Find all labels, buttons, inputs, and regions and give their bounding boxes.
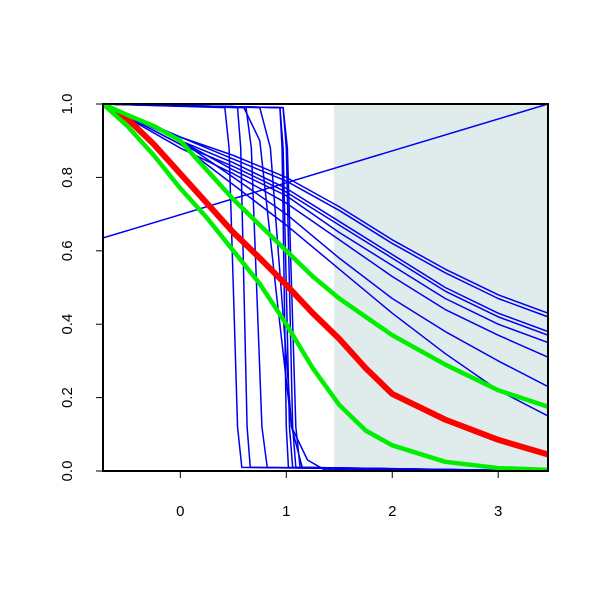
y-tick-label: 1.0 xyxy=(59,94,76,115)
line xyxy=(103,104,548,358)
line xyxy=(103,104,548,344)
line xyxy=(103,104,548,458)
line xyxy=(103,104,548,471)
line xyxy=(103,104,548,333)
y-tick-label: 0.8 xyxy=(59,167,76,188)
line xyxy=(103,104,548,388)
line xyxy=(103,104,548,239)
y-tick-label: 0.4 xyxy=(59,314,76,335)
line xyxy=(103,104,548,336)
y-tick-label: 0.0 xyxy=(59,461,76,482)
line xyxy=(103,104,548,409)
y-tick-label: 0.6 xyxy=(59,240,76,261)
y-tick-label: 0.2 xyxy=(59,387,76,408)
shaded-region xyxy=(333,104,548,471)
line xyxy=(103,104,548,314)
x-tick-label: 2 xyxy=(388,503,396,520)
line xyxy=(103,104,548,318)
x-tick-label: 1 xyxy=(282,503,290,520)
plot-box xyxy=(102,103,549,472)
x-tick-label: 0 xyxy=(176,503,184,520)
x-tick-label: 3 xyxy=(494,503,502,520)
